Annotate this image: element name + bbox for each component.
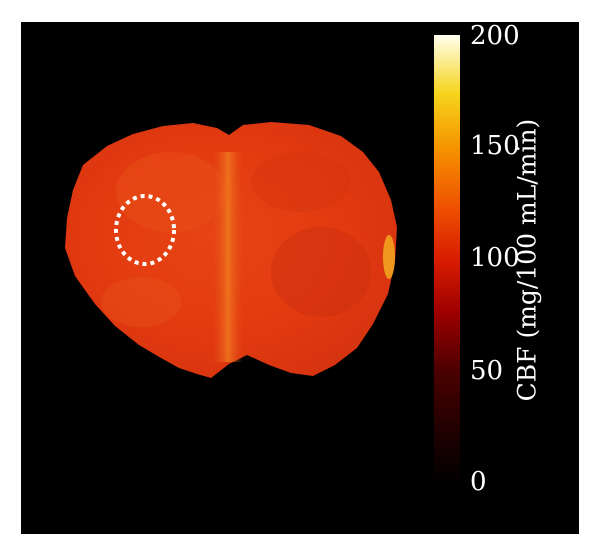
colorbar-tick: 100	[470, 243, 520, 273]
tissue-patch	[101, 277, 181, 327]
tissue-patch	[251, 152, 351, 212]
colorbar-tick: 0	[470, 467, 487, 497]
colorbar-tick: 200	[470, 21, 520, 51]
perfusion-image-panel: 200 150 100 50 0 CBF (mg/100 mL/min)	[21, 22, 579, 534]
colorbar-tick: 50	[470, 356, 504, 386]
colorbar-tick: 150	[470, 131, 520, 161]
tissue-patch	[271, 227, 371, 317]
colorbar-gradient	[434, 35, 460, 485]
edge-highlight	[383, 235, 395, 279]
midline-band	[213, 152, 243, 362]
tissue-patch	[116, 152, 226, 232]
cbf-brain-map	[65, 35, 460, 485]
roi-dotted-ellipse	[114, 194, 176, 266]
colorbar-label: CBF (mg/100 mL/min)	[512, 118, 542, 402]
